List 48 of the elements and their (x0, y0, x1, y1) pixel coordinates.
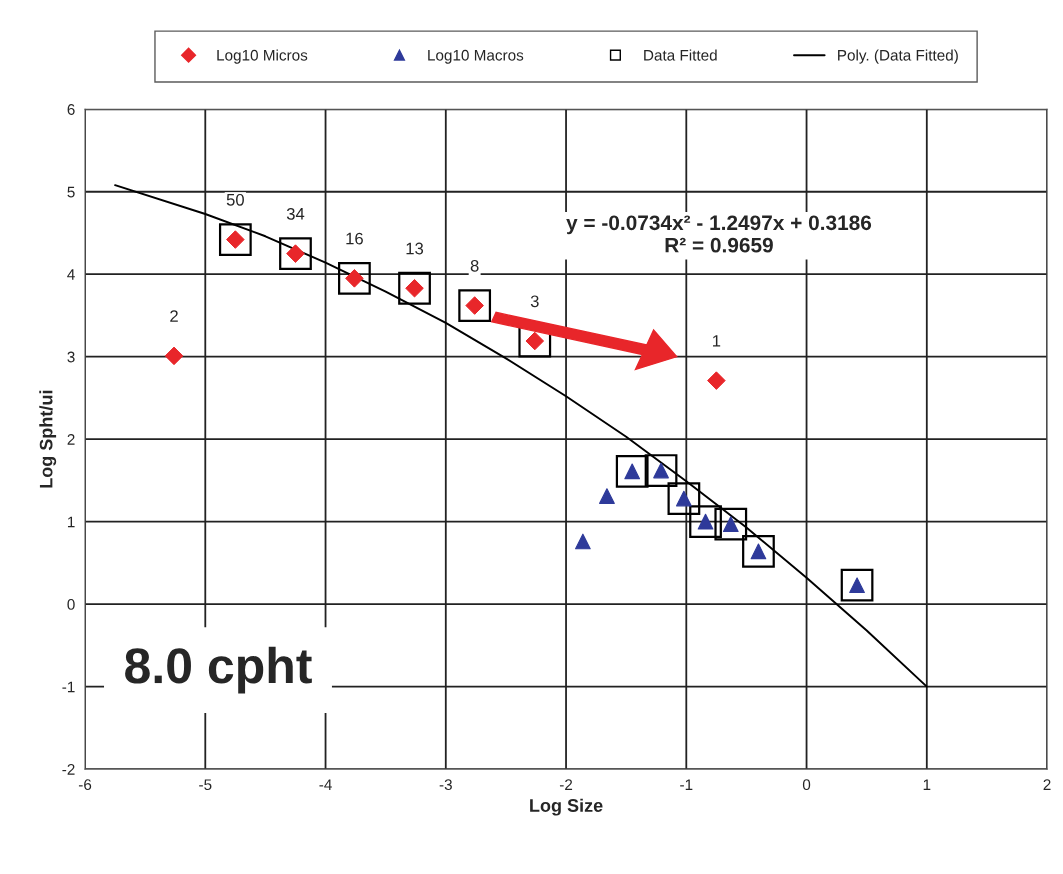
y-tick-label: -2 (62, 763, 75, 775)
y-tick-label: 5 (67, 186, 75, 198)
x-tick-label: -4 (319, 779, 332, 790)
x-tick-label: -1 (680, 779, 693, 790)
point (689, 505, 722, 539)
point (218, 223, 252, 256)
y-tick-label: 0 (67, 599, 75, 610)
annotation: 8.0 cpht (125, 646, 312, 694)
legend-label: Log10 Micros (217, 49, 308, 64)
point (575, 533, 591, 550)
point (599, 488, 615, 504)
annotation: 13 (406, 242, 424, 255)
annotation: 3 (530, 295, 539, 308)
y-tick-label: 4 (67, 269, 75, 280)
annotation: 1 (713, 335, 721, 347)
annotation: 8 (470, 259, 479, 272)
point (742, 534, 775, 568)
x-axis-title: Log Size (530, 798, 603, 816)
point (840, 568, 874, 602)
annotation: 34 (286, 207, 305, 220)
annotation: 2 (170, 310, 178, 322)
x-tick-label: 0 (802, 779, 811, 791)
x-tick-label: 2 (1043, 779, 1051, 790)
point (615, 454, 649, 488)
annotation: 16 (346, 232, 363, 245)
point (644, 454, 678, 487)
point (667, 482, 701, 515)
annotation: 50 (226, 193, 244, 206)
point (458, 289, 492, 322)
point (398, 271, 431, 305)
x-tick-label: -2 (559, 779, 573, 790)
x-tick-label: -6 (78, 779, 92, 791)
legend-label: Poly. (Data Fitted) (838, 49, 958, 64)
y-tick-label: 6 (67, 104, 75, 115)
y-tick-label: 1 (67, 516, 75, 528)
point (714, 507, 748, 541)
annotation: y = -0.0734x² - 1.2497x + 0.3186 R² = 0.9659 (566, 215, 872, 253)
y-tick-label: 3 (67, 351, 75, 363)
point (279, 237, 312, 270)
x-tick-label: -5 (199, 779, 212, 791)
point (338, 261, 371, 295)
x-tick-label: 1 (923, 779, 931, 790)
y-axis-title: Log Spht/ui (39, 390, 57, 488)
y-tick-label: 2 (67, 434, 75, 445)
x-tick-label: -3 (439, 779, 452, 791)
legend-label: Data Fitted (644, 49, 717, 61)
legend-label: Log10 Macros (428, 49, 524, 64)
y-tick-label: -1 (62, 681, 75, 693)
